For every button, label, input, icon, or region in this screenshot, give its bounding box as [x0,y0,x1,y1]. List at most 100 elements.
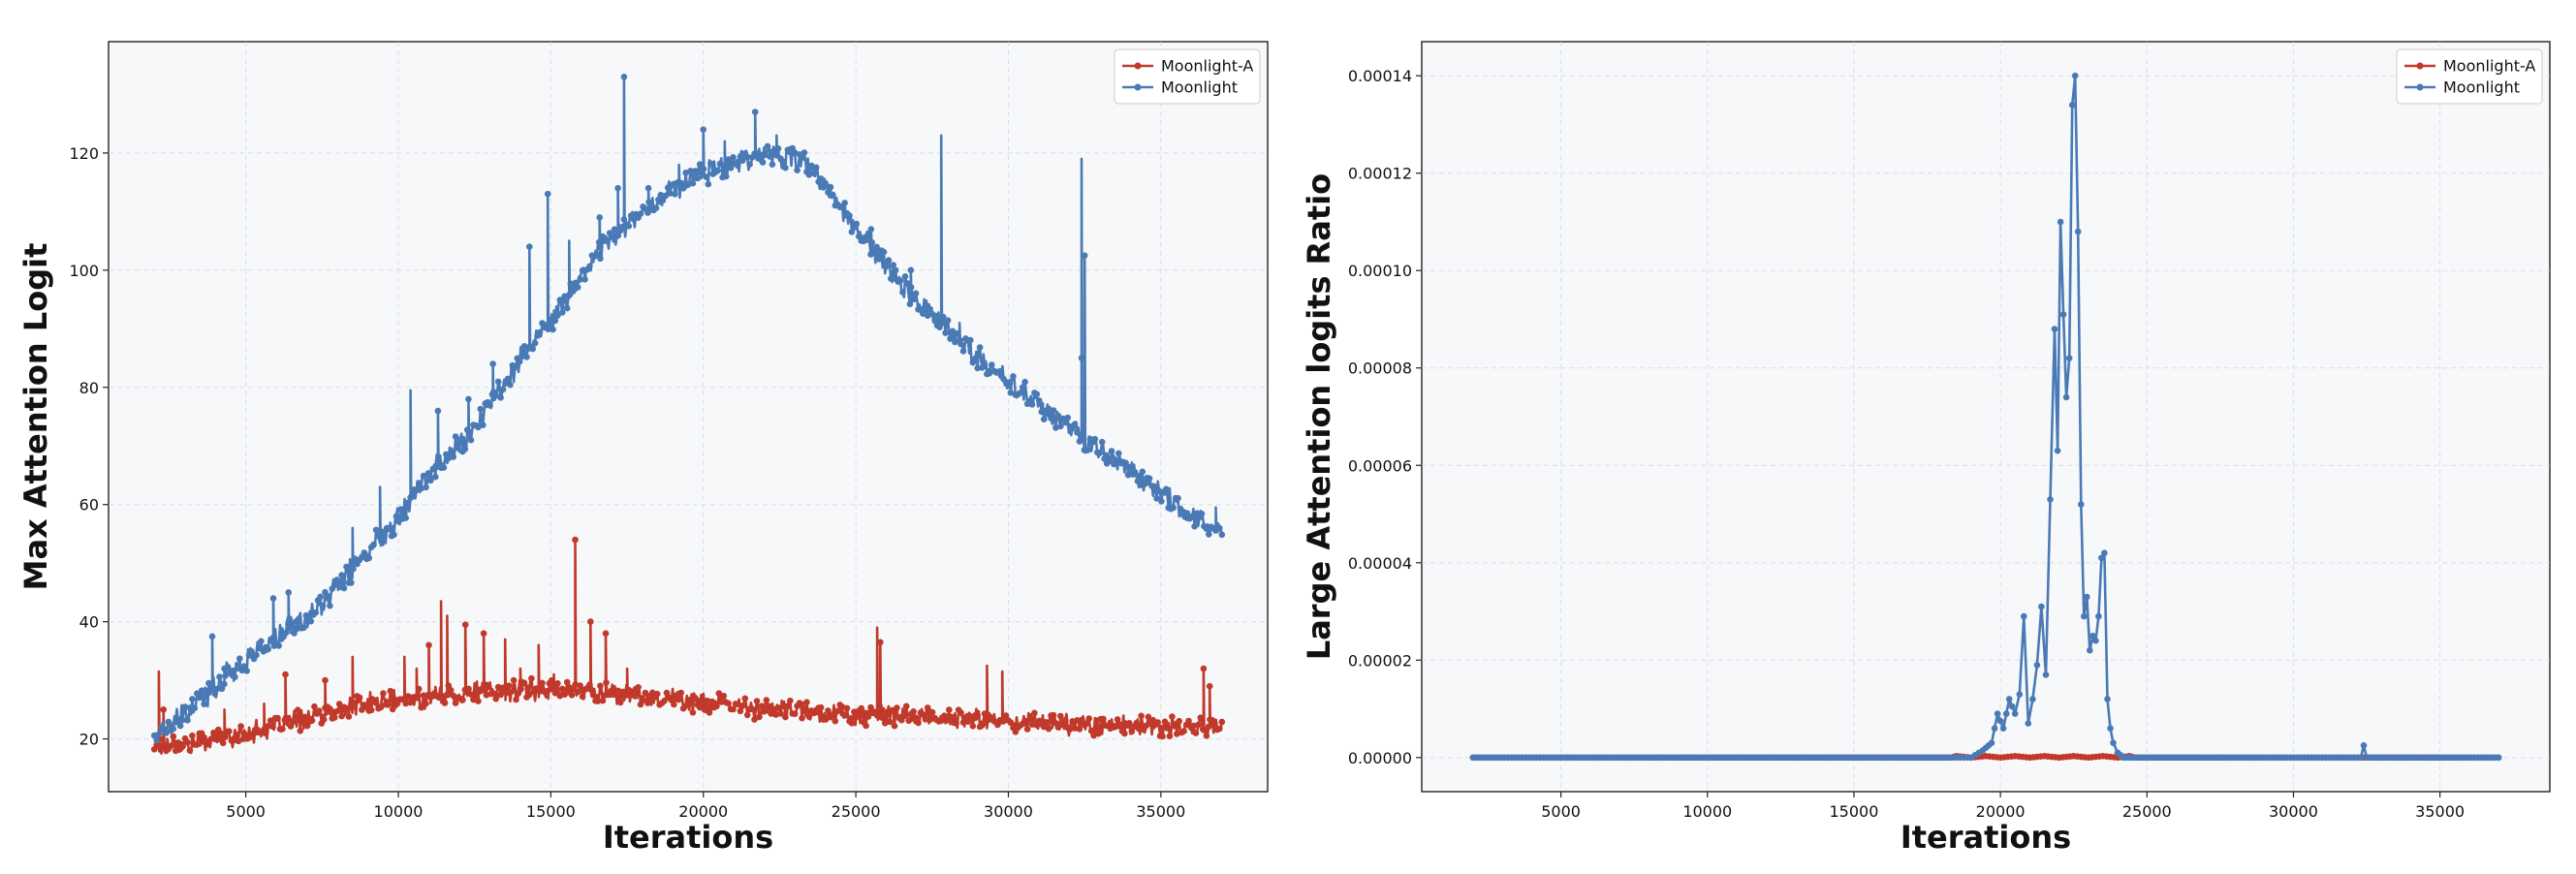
data-point [434,458,442,465]
data-point [1164,725,1171,732]
data-point [475,698,482,704]
data-point [2104,696,2111,702]
data-point [456,436,464,444]
data-point [508,688,515,696]
data-point [587,618,594,625]
data-point [671,701,677,708]
data-point [429,465,437,473]
data-point [1012,729,1020,735]
data-point [518,353,525,360]
data-point [1078,355,1085,361]
data-point [512,363,518,371]
data-point [774,145,782,152]
data-point [920,711,927,718]
data-point [614,184,621,192]
data-point [1192,730,1200,736]
x-tick-label: 25000 [832,802,881,821]
data-point [1188,513,1196,520]
data-point [480,630,487,637]
data-point [782,164,789,172]
legend-swatch-marker [2416,83,2424,91]
data-point [979,722,986,729]
data-point [221,680,228,688]
data-point [505,682,513,689]
x-tick-label: 20000 [678,802,728,821]
series-moonlight-a [150,536,1226,755]
data-point [1084,447,1091,453]
data-point [799,714,805,722]
data-point [1074,429,1081,436]
data-point [765,702,772,709]
plot-area-left [108,41,1269,793]
data-point [714,167,721,174]
data-point [810,170,817,177]
data-point [331,714,338,721]
data-point [1150,483,1158,490]
data-point [516,358,523,365]
data-point [794,167,801,173]
data-point [489,360,496,367]
data-point [892,266,899,274]
data-point [356,694,363,702]
legend-label: Moonlight-A [2443,57,2535,76]
y-tick-label: 0.00010 [1348,262,1412,280]
data-point [748,705,756,712]
data-point [1153,495,1160,502]
data-point [1076,726,1084,733]
y-tick-label: 0.00008 [1348,359,1412,378]
data-point [701,706,708,713]
data-point [391,531,397,539]
data-point [763,697,770,703]
data-point [361,549,368,556]
data-point [803,699,810,705]
data-point [1054,412,1062,420]
data-point [288,620,296,627]
legend-label: Moonlight [2443,78,2520,97]
data-point [1114,716,1121,723]
data-point [653,690,661,698]
x-axis-title: Iterations [1901,819,2071,856]
data-point [858,704,864,712]
data-point [796,700,803,706]
data-point [974,364,981,372]
data-point [267,717,274,724]
data-point [2065,355,2073,362]
x-tick-label: 35000 [2415,802,2465,821]
data-point [291,630,298,637]
data-point [2016,691,2024,698]
data-point [759,159,767,166]
data-point [912,290,920,297]
data-point [705,180,712,188]
data-point [2098,554,2105,562]
data-point [959,348,967,355]
data-point [550,326,556,333]
data-point [447,687,455,694]
data-point [285,715,292,722]
data-point [232,673,238,680]
data-point [561,691,568,698]
data-point [222,672,229,679]
data-point [675,696,682,703]
data-point [769,161,776,168]
data-point [345,713,353,720]
data-point [504,375,512,383]
data-point [1021,378,1028,386]
x-tick-label: 15000 [1829,802,1878,821]
data-point [258,638,265,645]
data-point [536,328,544,336]
data-point [1005,382,1012,390]
data-point [554,312,561,319]
data-point [480,421,487,429]
data-point [452,700,459,706]
data-point [572,536,579,544]
data-point [692,168,699,174]
data-point [637,210,644,217]
data-point [450,453,457,460]
data-point [1190,722,1197,730]
data-point [229,667,236,674]
data-point [739,157,746,164]
data-point [595,238,603,246]
data-point [931,317,938,325]
chart-panel-max-attention-logit: 5000 10000 15000 20000 25000 30000 35000 20 40 60… [17,41,1269,856]
data-point [487,402,493,409]
